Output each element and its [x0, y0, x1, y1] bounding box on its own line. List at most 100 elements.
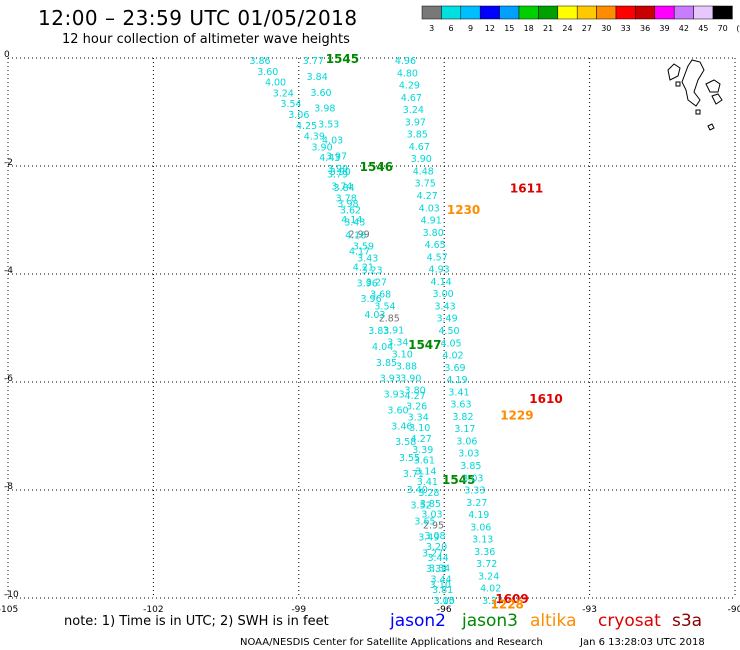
swh-value: 4.02: [442, 351, 463, 362]
pass-time-label: 1228: [491, 597, 524, 611]
scale-tick-label: 3: [429, 24, 434, 33]
swh-value: 3.46: [391, 421, 412, 432]
y-tick-label: -6: [4, 374, 13, 384]
swh-value: 3.33: [464, 486, 485, 497]
pass-time-label: 1609: [495, 592, 528, 606]
swh-value: 4.19: [468, 510, 489, 521]
swh-value: 2.95: [423, 520, 444, 531]
footer: note: 1) Time is in UTC; 2) SWH is in fe…: [64, 611, 705, 648]
swh-value: 3.03: [462, 473, 483, 484]
swh-value: 3.24: [273, 88, 294, 99]
swh-value: 3.28: [418, 488, 439, 499]
swh-value: 3.44: [427, 553, 448, 564]
swh-value: 3.10: [409, 423, 430, 434]
swh-value: 2.85: [379, 313, 400, 324]
jason3-pass-1545c: 4.964.804.294.673.243.973.854.673.904.48…: [395, 56, 503, 607]
swh-value: 3.10: [430, 580, 451, 591]
swh-value: 3.54: [374, 301, 395, 312]
swh-value: 3.03: [421, 510, 442, 521]
swh-value: 4.65: [425, 240, 446, 251]
swh-value: 4.27: [417, 191, 438, 202]
swh-value: 4.04: [372, 342, 393, 353]
swh-value: 3.06: [470, 522, 491, 533]
swh-value: 3.34: [408, 412, 429, 423]
swh-value: 3.97: [405, 117, 426, 128]
swh-value: 3.80: [423, 228, 444, 239]
swh-value: 3.99: [327, 164, 348, 175]
swh-value: 3.43: [344, 217, 365, 228]
swh-value: 3.44: [431, 574, 452, 585]
swh-value: 4.93: [429, 265, 450, 276]
swh-value: 4.03: [364, 310, 385, 321]
jason3-pass-1545b: 3.773.843.603.983.534.033.973.903.843.98…: [303, 56, 476, 607]
swh-value: 3.13: [472, 535, 493, 546]
swh-value: 3.49: [418, 532, 439, 543]
swh-value: 3.10: [434, 596, 455, 607]
swh-value: 3.96: [357, 278, 378, 289]
swh-value: 3.54: [280, 99, 301, 110]
swh-value: 3.91: [383, 325, 404, 336]
pass-time-label: 1545: [442, 473, 475, 487]
swh-value: 3.60: [310, 88, 331, 99]
scale-tick-label: 33: [621, 24, 631, 33]
altimeter-passes: 3.863.604.003.243.543.064.254.393.904.43…: [249, 52, 503, 607]
jason3-pass-1545a: 3.863.604.003.243.543.064.254.393.904.43…: [249, 52, 359, 175]
scale-swatch: [557, 5, 578, 20]
swh-value: 3.59: [353, 241, 374, 252]
swh-value: 4.96: [395, 56, 416, 67]
swh-value: 4.16: [345, 231, 366, 242]
swh-value: 3.83: [368, 326, 389, 337]
y-tick-label: -8: [4, 482, 13, 492]
swh-value: 3.98: [337, 199, 358, 210]
scale-tick-label: 18: [524, 24, 534, 33]
y-tick-label: 0: [4, 50, 10, 60]
swh-value: 4.27: [405, 391, 426, 402]
swh-value: 3.93: [384, 390, 405, 401]
legend-s3a: s3a: [672, 611, 702, 631]
swh-value: 4.39: [304, 132, 325, 143]
swh-value: 3.39: [412, 445, 433, 456]
swh-value: 3.90: [330, 167, 351, 178]
y-tick-label: -2: [4, 158, 13, 168]
swh-value: 3.06: [456, 436, 477, 447]
swh-value: 3.23: [361, 265, 382, 276]
swh-value: 3.90: [400, 373, 421, 384]
swh-value: 3.41: [417, 477, 438, 488]
swh-value: 3.68: [370, 289, 391, 300]
swh-value: 3.71: [403, 469, 424, 480]
swh-value: 3.05: [434, 596, 455, 607]
x-tick-label: -99: [291, 605, 306, 615]
swh-value: 4.03: [419, 203, 440, 214]
pass-time-label: 1230: [447, 203, 480, 217]
scale-tick-label: 42: [679, 24, 689, 33]
jason3-pass-1547: 4.273.263.343.104.273.393.613.143.413.28…: [405, 338, 455, 607]
swh-value: 3.85: [460, 461, 481, 472]
swh-value: 3.27: [482, 596, 503, 607]
swh-value: 3.77: [303, 56, 324, 67]
swh-value: 3.93: [380, 374, 401, 385]
pass-time-label: 1611: [510, 182, 543, 196]
swh-value: 3.74: [331, 181, 352, 192]
x-tick-label: -93: [582, 605, 597, 615]
swh-value: 3.85: [407, 130, 428, 141]
swh-value: 3.55: [399, 453, 420, 464]
footer-note: note: 1) Time is in UTC; 2) SWH is in fe…: [64, 614, 329, 629]
swh-value: 4.19: [446, 375, 467, 386]
swh-value: 4.91: [421, 216, 442, 227]
swh-value: 4.27: [411, 434, 432, 445]
swh-value: 3.27: [466, 498, 487, 509]
scale-swatch: [538, 5, 559, 20]
swh-value: 4.17: [349, 247, 370, 258]
x-tick-label: -102: [143, 605, 163, 615]
scale-tick-label: 39: [659, 24, 669, 33]
swh-value: 3.53: [318, 120, 339, 131]
swh-value: 3.60: [387, 405, 408, 416]
swh-value: 4.21: [353, 262, 374, 273]
swh-value: 3.98: [314, 104, 335, 115]
scale-swatch: [460, 5, 481, 20]
satellite-legend: jason2 jason3 altika cryosat s3a: [389, 611, 702, 631]
x-tick-label: -96: [437, 605, 452, 615]
swh-value: 3.81: [432, 585, 453, 596]
